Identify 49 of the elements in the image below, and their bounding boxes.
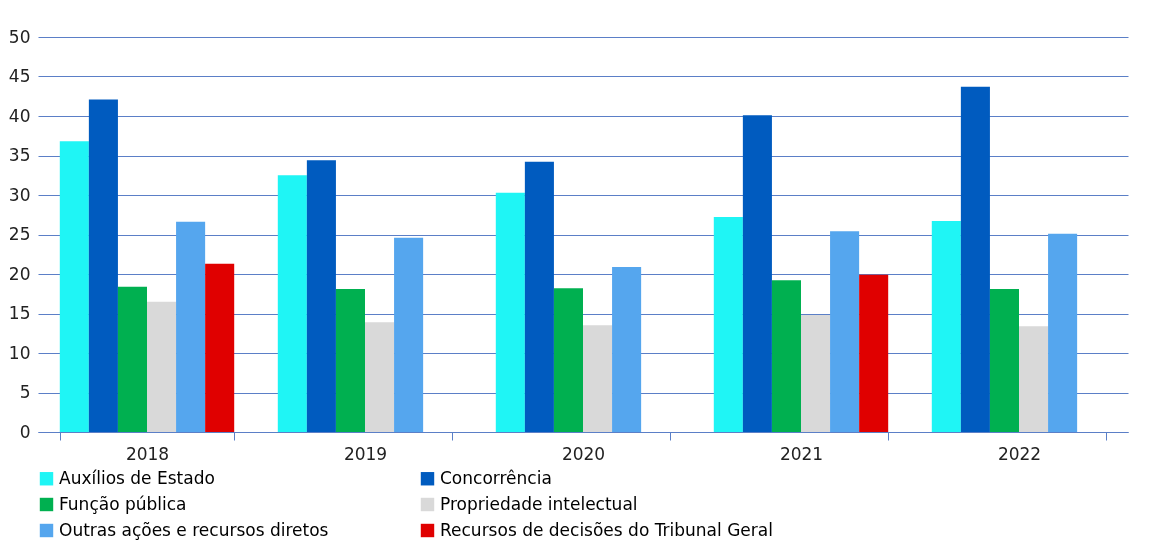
x-tick-label: 2021 [779,443,824,464]
bar [742,115,772,432]
x-tick-label: 2020 [561,443,606,464]
y-tick-label: 35 [8,145,31,165]
bar [306,160,336,432]
bar [176,221,206,432]
y-tick-label: 30 [8,184,31,205]
bar [931,221,961,432]
bar [335,289,365,432]
legend-label: Recursos de decisões do Tribunal Geral [440,519,773,540]
bar [553,288,583,432]
legend-label: Outras ações e recursos diretos [59,519,329,540]
x-tick-label: 2022 [997,443,1042,464]
y-tick-label: 50 [8,26,31,47]
bar [960,86,990,432]
bar [801,315,831,432]
bar [59,141,89,432]
bar [1019,326,1049,432]
y-tick-label: 0 [19,421,31,442]
bar [771,280,801,432]
y-tick-label: 5 [19,382,31,402]
x-tick-label: 2018 [125,443,170,464]
legend-label: Função pública [59,493,187,514]
y-tick-label: 20 [8,263,31,284]
bar [612,266,642,432]
legend-label: Concorrência [440,467,552,488]
bar [147,301,177,432]
bar [88,99,118,432]
bar [859,274,889,432]
y-tick-label: 10 [8,342,31,363]
y-tick-label: 40 [8,105,31,126]
legend-label: Auxílios de Estado [59,467,215,488]
x-tick-label: 2019 [343,443,388,464]
y-tick-label: 15 [8,303,31,323]
bar [524,161,554,432]
bar [583,325,613,432]
bar [394,237,424,432]
bar [989,289,1019,432]
bar [830,231,860,432]
y-tick-label: 25 [8,224,31,244]
bar [117,286,147,432]
bar [713,217,743,432]
y-tick-label: 45 [8,66,31,86]
bar [365,322,395,432]
legend-label: Propriedade intelectual [440,493,638,514]
bar [1048,233,1078,432]
bar [277,175,307,432]
bar [495,192,525,432]
bar [205,263,235,432]
